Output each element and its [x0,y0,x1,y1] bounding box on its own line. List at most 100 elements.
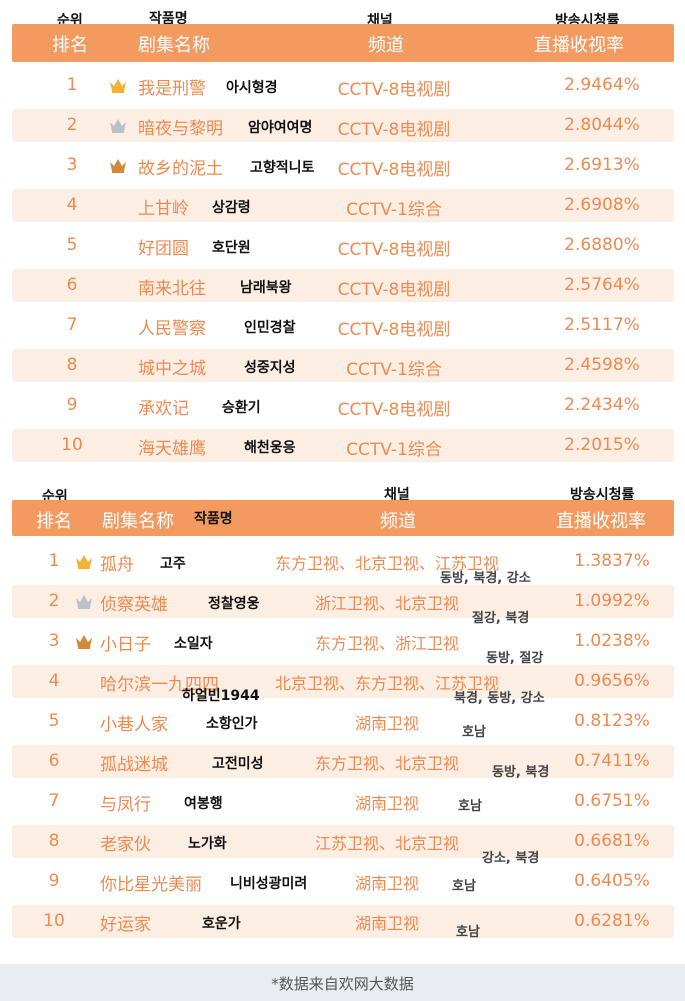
channel-cell: CCTV-1综合 [346,360,442,380]
title-cell: 孤战迷城 [100,755,168,775]
header-rating-ko: 방송시청률 [570,487,635,503]
rank-cell: 8 [48,831,60,851]
rank-cell: 8 [66,355,78,375]
header-title: 剧集名称 [138,35,210,56]
rating-cell: 2.6913% [564,155,640,175]
source-footer: *数据来自欢网大数据 [0,964,685,1001]
title-cell: 你比星光美丽 [100,875,202,895]
table-row: 3 故乡的泥土 고향적니토 CCTV-8电视剧 2.6913% [12,149,674,182]
header-channel: 频道 [380,511,416,532]
title-cell: 人民警察 [138,319,206,339]
bronze-crown-icon [108,156,128,174]
bronze-crown-icon [74,632,94,650]
rank-cell: 9 [66,395,78,415]
title-ko-cell: 성중지성 [244,360,296,376]
table-row: 7 与凤行 여봉행 湖南卫视 호남 0.6751% [12,785,674,818]
title-ko-cell: 남래북왕 [240,280,292,296]
rating-cell: 1.0238% [574,631,650,651]
rank-cell: 5 [66,235,78,255]
rank-cell: 7 [66,315,78,335]
title-cell: 孤舟 [100,555,134,575]
table-row: 9 承欢记 승환기 CCTV-8电视剧 2.2434% [12,389,674,422]
table-body: 1 孤舟 고주 东方卫视、北京卫视、江苏卫视 동방, 북경, 강소 1.3837% 2 侦察英… [12,538,674,940]
channel-ko-cell: 동방, 북경 [492,765,550,780]
rank-cell: 4 [66,195,78,215]
source-note: *数据来自欢网大数据 [271,975,414,993]
title-cell: 哈尔滨一九四四 [100,675,219,695]
header-title-ko: 작품명 [149,11,188,27]
rank-cell: 1 [48,551,60,571]
rating-cell: 1.3837% [574,551,650,571]
rating-cell: 2.2434% [564,395,640,415]
title-cell: 老家伙 [100,835,151,855]
rating-cell: 2.9464% [564,75,640,95]
table-row: 9 你比星光美丽 니비성광미려 湖南卫视 호남 0.6405% [12,865,674,898]
table-row: 8 老家伙 노가화 江苏卫视、北京卫视 강소, 북경 0.6681% [12,825,674,866]
table-header: 排名 剧集名称 작품명 频道 直播收视率 [12,500,674,536]
title-cell: 小巷人家 [100,715,168,735]
table-row: 7 人民警察 인민경찰 CCTV-8电视剧 2.5117% [12,309,674,342]
title-ko-cell: 하얼빈1944 [182,688,260,704]
rank-cell: 1 [66,75,78,95]
channel-cell: CCTV-8电视剧 [337,160,451,180]
channel-ko-cell: 동방, 절강 [486,651,544,666]
title-ko-cell: 아시형경 [226,80,278,96]
rating-cell: 0.6681% [574,831,650,851]
channel-ko-cell: 호남 [452,879,476,894]
rating-cell: 2.6880% [564,235,640,255]
title-cell: 暗夜与黎明 [138,119,223,139]
rank-cell: 10 [61,435,83,455]
channel-cell: 东方卫视、北京卫视、江苏卫视 [274,554,499,573]
title-cell: 好团圆 [138,239,189,259]
title-cell: 海天雄鹰 [138,439,206,459]
channel-ko-cell: 동방, 북경, 강소 [440,571,531,586]
channel-cell: CCTV-8电视剧 [337,80,451,100]
title-ko-cell: 정찰영웅 [208,596,260,612]
channel-ko-cell: 북경, 동방, 강소 [454,691,545,706]
rank-cell: 6 [66,275,78,295]
title-ko-cell: 해천웅응 [244,440,296,456]
rating-cell: 2.6908% [564,195,640,215]
title-ko-cell: 소일자 [174,636,213,652]
table-row: 10 好运家 호운가 湖南卫视 호남 0.6281% [12,905,674,940]
table-body: 1 我是刑警 아시형경 CCTV-8电视剧 2.9464% 2 暗夜与黎明 암야여여명 CCTV… [12,62,674,462]
rating-cell: 0.6281% [574,911,650,931]
title-cell: 上甘岭 [138,199,189,219]
channel-ko-cell: 강소, 북경 [482,851,540,866]
header-rating: 直播收视率 [534,35,624,56]
header-rank: 排名 [36,511,72,532]
title-cell: 南来北往 [138,279,206,299]
rank-cell: 4 [48,671,60,691]
channel-ko-cell: 호남 [458,799,482,814]
title-ko-cell: 니비성광미려 [230,876,308,892]
rating-cell: 2.5764% [564,275,640,295]
title-ko-cell: 암야여여명 [248,120,313,136]
title-cell: 侦察英雄 [100,595,168,615]
channel-cell: CCTV-8电视剧 [337,400,451,420]
channel-cell: CCTV-1综合 [346,440,442,460]
header-rank: 排名 [52,35,88,56]
title-cell: 承欢记 [138,399,189,419]
table-row: 4 上甘岭 상감령 CCTV-1综合 2.6908% [12,189,674,222]
title-ko-cell: 고전미성 [212,756,264,772]
rank-cell: 6 [48,751,60,771]
channel-cell: 东方卫视、浙江卫视 [314,634,459,653]
channel-cell: CCTV-1综合 [346,200,442,220]
table-row: 4 哈尔滨一九四四 하얼빈1944 北京卫视、东方卫视、江苏卫视 북경, 동방, 강소 0… [12,665,674,706]
rank-cell: 2 [48,591,60,611]
rating-cell: 0.7411% [574,751,650,771]
title-cell: 与凤行 [100,795,151,815]
title-ko-cell: 고향적니토 [250,160,315,176]
table-row: 5 小巷人家 소항인가 湖南卫视 호남 0.8123% [12,705,674,740]
title-ko-cell: 여봉행 [184,796,223,812]
rating-cell: 0.6405% [574,871,650,891]
rating-cell: 2.4598% [564,355,640,375]
title-cell: 我是刑警 [138,79,206,99]
header-channel: 频道 [368,35,404,56]
silver-crown-icon [74,592,94,610]
channel-cell: 江苏卫视、北京卫视 [314,834,459,853]
channel-cell: CCTV-8电视剧 [337,320,451,340]
channel-cell: CCTV-8电视剧 [337,280,451,300]
title-ko-cell: 호운가 [202,916,241,932]
rank-cell: 3 [66,155,78,175]
